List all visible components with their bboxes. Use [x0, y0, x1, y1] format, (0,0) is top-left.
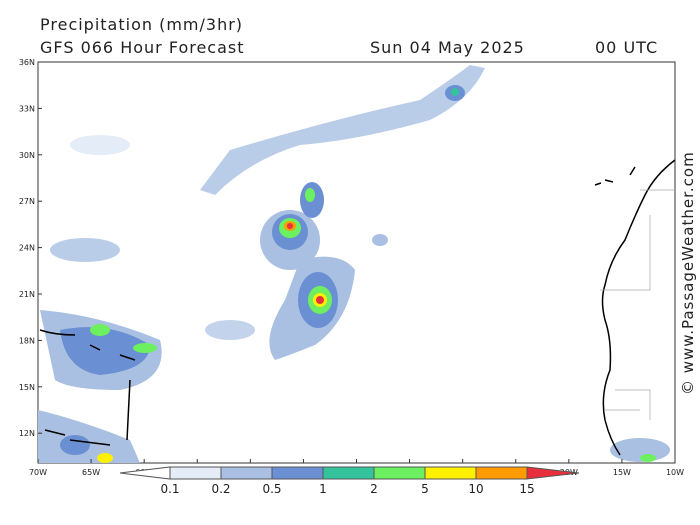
colorbar-box	[322, 466, 375, 480]
lon-label: 65W	[82, 468, 100, 477]
colorbar-box	[271, 466, 324, 480]
date: Sun 04 May 2025	[370, 38, 525, 57]
lon-label: 70W	[29, 468, 47, 477]
colorbar-label: 15	[519, 482, 534, 496]
colorbar-box	[475, 466, 528, 480]
colorbar-box	[424, 466, 477, 480]
watermark: © www.PassageWeather.com	[679, 151, 697, 395]
colorbar-label: 1	[319, 482, 327, 496]
model: GFS 066 Hour Forecast	[40, 38, 245, 57]
colorbar-label: 2	[370, 482, 378, 496]
lat-label: 12N	[19, 429, 35, 438]
colorbar-box	[220, 466, 273, 480]
coastline	[39, 159, 675, 456]
map	[37, 61, 676, 464]
colorbar-label: 5	[421, 482, 429, 496]
colorbar-box	[373, 466, 426, 480]
colorbar-label: 0.1	[160, 482, 179, 496]
lat-label: 27N	[19, 197, 35, 206]
lat-label: 33N	[19, 104, 35, 113]
lon-label: 15W	[613, 468, 631, 477]
lat-label: 30N	[19, 151, 35, 160]
lon-label: 10W	[666, 468, 684, 477]
colorbar-label: 0.5	[262, 482, 281, 496]
lat-label: 36N	[19, 58, 35, 67]
lat-label: 24N	[19, 244, 35, 253]
colorbar-label: 0.2	[211, 482, 230, 496]
precipitation	[38, 65, 670, 463]
lat-label: 21N	[19, 290, 35, 299]
colorbar-label: 10	[468, 482, 483, 496]
lat-label: 18N	[19, 336, 35, 345]
colorbar-max	[526, 466, 580, 480]
title: Precipitation (mm/3hr)	[40, 15, 243, 34]
lat-label: 15N	[19, 383, 35, 392]
time: 00 UTC	[595, 38, 658, 57]
colorbar-box	[169, 466, 222, 480]
